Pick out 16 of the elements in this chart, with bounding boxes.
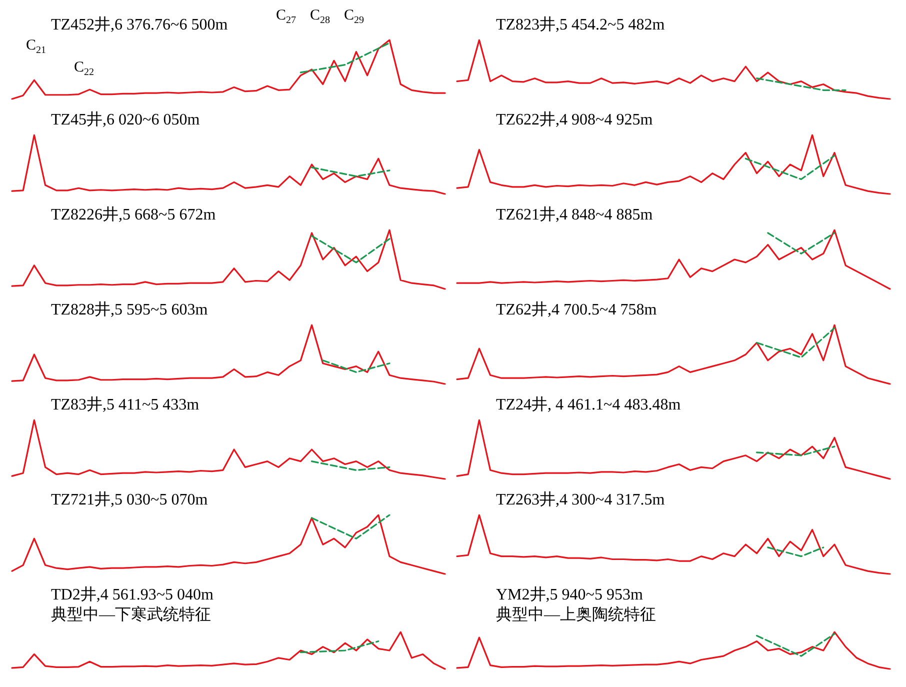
chart-title: TZ8226井,5 668~5 672m — [51, 206, 216, 224]
chart-title: TZ45井,6 020~6 050m — [51, 110, 200, 128]
chart-title: TZ621井,4 848~4 885m — [496, 206, 654, 224]
chart-title: TZ823井,5 454.2~5 482m — [496, 16, 666, 34]
chart-title: TZ83井,5 411~5 433m — [51, 396, 200, 414]
chart-title: TZ263井,4 300~4 317.5m — [496, 490, 666, 508]
chart-title: TZ452井,6 376.76~6 500m — [51, 16, 228, 34]
chart-title: TZ622井,4 908~4 925m — [496, 110, 654, 128]
chart-subtitle: 典型中—上奥陶统特征 — [496, 606, 656, 624]
chart-title: YM2井,5 940~5 953m — [496, 586, 644, 604]
chart-title: TD2井,4 561.93~5 040m — [51, 586, 214, 604]
chart-title: TZ828井,5 595~5 603m — [51, 300, 208, 318]
chart-title: TZ62井,4 700.5~4 758m — [496, 300, 658, 318]
chart-subtitle: 典型中—下寒武统特征 — [51, 606, 211, 624]
chart-title: TZ721井,5 030~5 070m — [51, 490, 208, 508]
chart-title: TZ24井, 4 461.1~4 483.48m — [496, 396, 682, 414]
